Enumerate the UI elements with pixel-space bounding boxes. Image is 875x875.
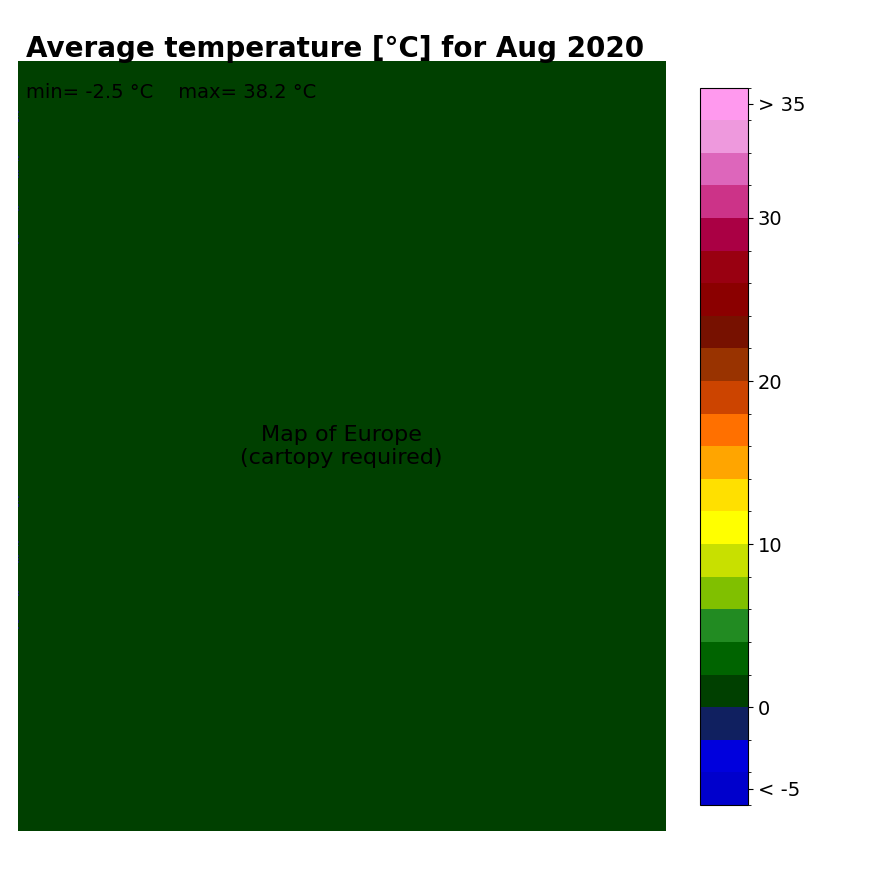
Text: min= -2.5 °C    max= 38.2 °C: min= -2.5 °C max= 38.2 °C — [26, 83, 317, 102]
Text: Map of Europe
(cartopy required): Map of Europe (cartopy required) — [240, 424, 443, 468]
Text: Average temperature [°C] for Aug 2020: Average temperature [°C] for Aug 2020 — [26, 35, 644, 63]
